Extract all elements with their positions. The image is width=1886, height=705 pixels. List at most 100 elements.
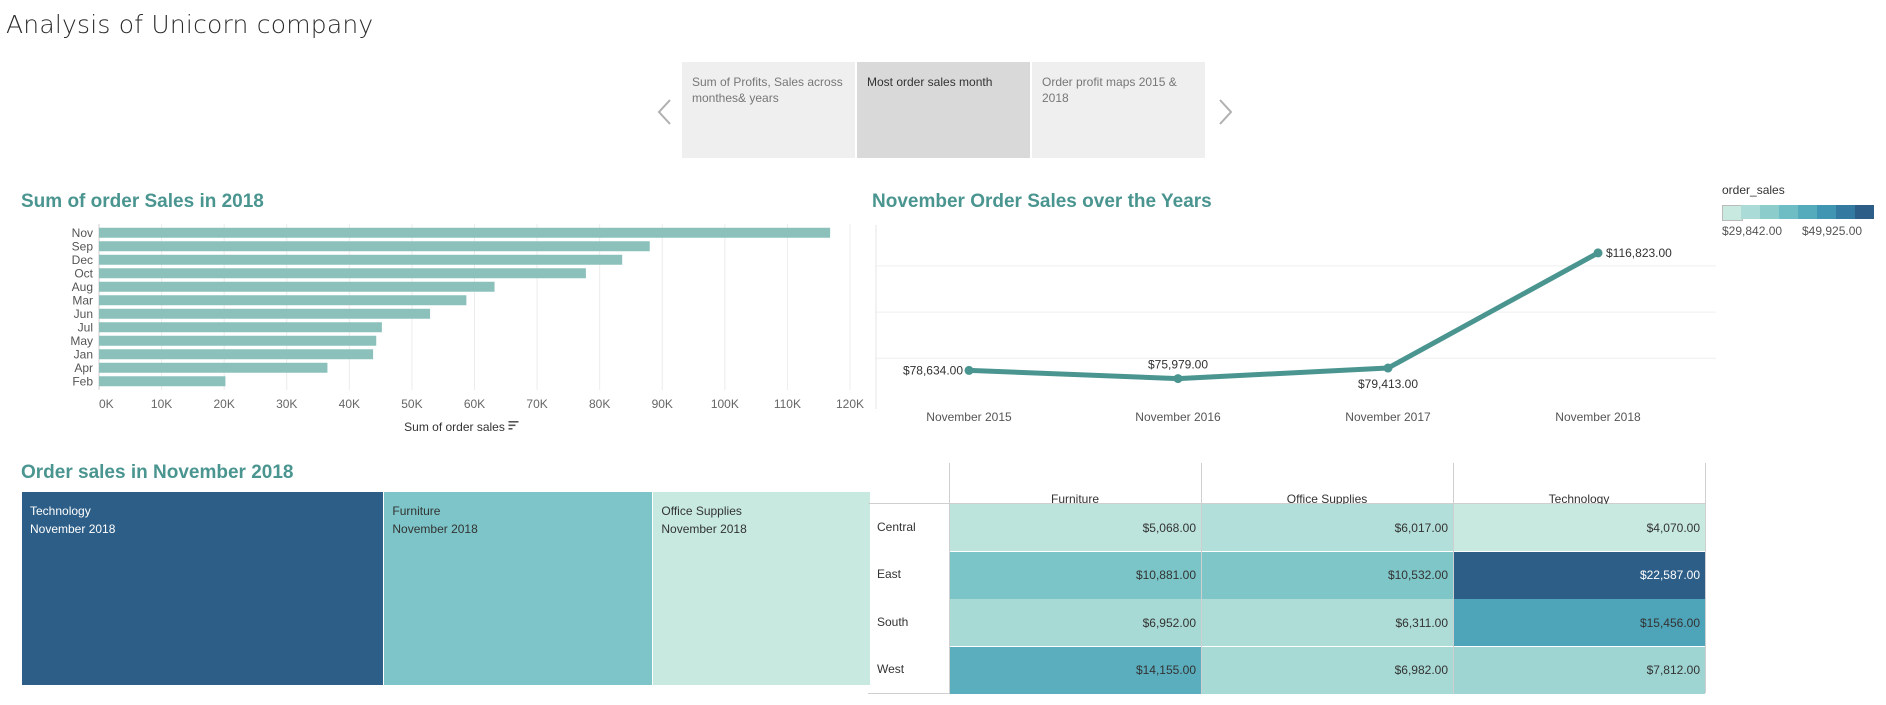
x-tick-label: November 2017 — [1345, 410, 1431, 424]
row-header: West — [877, 662, 905, 677]
table-cell[interactable]: $10,881.00 — [950, 551, 1201, 599]
column-header: Office Supplies — [1286, 492, 1368, 506]
table-gridline — [868, 503, 1705, 504]
x-tick-label: 30K — [276, 397, 297, 411]
data-point — [1173, 374, 1183, 384]
column-header: Furniture — [1050, 492, 1100, 506]
data-label: $78,634.00 — [903, 363, 963, 377]
x-tick-label: 40K — [339, 397, 360, 411]
treemap-cell[interactable]: Furniture November 2018 — [384, 492, 653, 685]
table-cell[interactable]: $15,456.00 — [1454, 599, 1705, 646]
x-tick-label: 90K — [652, 397, 673, 411]
table-cell[interactable]: $6,982.00 — [1202, 646, 1453, 694]
y-tick-label: Dec — [72, 253, 93, 267]
y-tick-label: Feb — [72, 374, 93, 388]
treemap-category-label: Office Supplies — [661, 504, 742, 518]
legend-swatch — [1836, 205, 1855, 219]
story-tab-order-profit-maps[interactable]: Order profit maps 2015 & 2018 — [1032, 62, 1205, 158]
data-point — [964, 365, 974, 375]
bar — [99, 295, 467, 306]
table-gridline — [949, 463, 950, 693]
table-cell[interactable]: $6,017.00 — [1202, 504, 1453, 551]
table-gridline — [1201, 463, 1202, 693]
x-tick-label: 60K — [464, 397, 485, 411]
data-label: $75,979.00 — [1148, 358, 1208, 372]
line-chart: $78,634.00 November 2015 $75,979.00 Novembe… — [875, 225, 1716, 424]
y-tick-label: Jun — [74, 307, 93, 321]
bar — [99, 376, 226, 387]
x-tick-label: November 2018 — [1555, 410, 1641, 424]
treemap-cell[interactable]: Technology November 2018 — [22, 492, 384, 685]
bar — [99, 268, 586, 279]
sort-descending-icon[interactable] — [508, 421, 519, 430]
legend-swatch — [1779, 205, 1798, 219]
story-tab-most-order-sales[interactable]: Most order sales month — [857, 62, 1030, 158]
data-label: $79,413.00 — [1358, 377, 1418, 391]
table-cell[interactable]: $22,587.00 — [1454, 551, 1705, 599]
x-tick-label: 10K — [151, 397, 172, 411]
treemap-period-label: November 2018 — [392, 522, 478, 536]
bar — [99, 349, 374, 360]
bar-chart: 0K 10K 20K 30K 40K 50K 60K 70K 80K 90K 100K 110K 120… — [70, 224, 864, 434]
treemap-category-label: Technology — [30, 504, 91, 518]
bar — [99, 241, 650, 252]
table-cell[interactable]: $10,532.00 — [1202, 551, 1453, 599]
table-cell[interactable]: $14,155.00 — [950, 646, 1201, 694]
x-tick-label: 70K — [526, 397, 547, 411]
row-header: South — [877, 614, 909, 629]
table-cell[interactable]: $6,952.00 — [950, 599, 1201, 646]
story-tab-label: Most order sales month — [867, 75, 993, 89]
treemap-period-label: November 2018 — [661, 522, 747, 536]
data-label: $116,823.00 — [1606, 246, 1672, 260]
x-tick-label: 50K — [401, 397, 422, 411]
bar — [99, 308, 431, 319]
treemap-category-label: Furniture — [392, 504, 441, 518]
treemap-period-label: November 2018 — [30, 522, 116, 536]
bar-chart-title: Sum of order Sales in 2018 — [21, 191, 264, 212]
treemap-title: Order sales in November 2018 — [21, 462, 294, 483]
x-tick-label: November 2015 — [926, 410, 1012, 424]
story-next-button[interactable] — [1210, 92, 1240, 132]
y-tick-label: Apr — [74, 361, 93, 375]
x-tick-label: 120K — [836, 397, 864, 411]
data-point — [1383, 363, 1393, 373]
x-axis-label: Sum of order sales — [404, 420, 505, 434]
row-header: East — [877, 567, 902, 582]
y-tick-label: May — [70, 334, 93, 348]
series-line — [966, 250, 1601, 382]
x-tick-label: 0K — [99, 397, 114, 411]
story-prev-button[interactable] — [650, 92, 680, 132]
bar — [99, 227, 831, 238]
bar — [99, 362, 328, 373]
story-tab-profits-sales[interactable]: Sum of Profits, Sales across monthes& ye… — [682, 62, 855, 158]
legend-min-label: $29,842.00 — [1722, 224, 1783, 238]
bar — [99, 335, 377, 346]
row-header: Central — [877, 519, 916, 534]
line-chart-title: November Order Sales over the Years — [872, 191, 1212, 212]
x-tick-label: 20K — [213, 397, 234, 411]
bar — [99, 281, 495, 292]
chevron-right-icon — [1219, 99, 1233, 125]
table-cell[interactable]: $7,812.00 — [1454, 646, 1705, 694]
table-cell[interactable]: $6,311.00 — [1202, 599, 1453, 646]
table-gridline — [1453, 463, 1454, 693]
table-gridline — [1705, 463, 1706, 693]
table-cell[interactable]: $5,068.00 — [950, 504, 1201, 551]
bar — [99, 254, 623, 265]
x-tick-label: 100K — [711, 397, 739, 411]
y-tick-label: Nov — [72, 226, 93, 240]
x-tick-label: November 2016 — [1135, 410, 1221, 424]
legend-swatch — [1855, 205, 1874, 219]
y-tick-label: Jul — [78, 320, 93, 334]
story-tab-label: Sum of Profits, Sales across monthes& ye… — [692, 75, 843, 105]
table-cell[interactable]: $4,070.00 — [1454, 504, 1705, 551]
x-tick-label: 80K — [589, 397, 610, 411]
story-tab-label: Order profit maps 2015 & 2018 — [1042, 75, 1177, 105]
legend-swatch — [1722, 205, 1743, 221]
legend-swatch — [1817, 205, 1836, 219]
treemap-cell[interactable]: Office Supplies November 2018 — [653, 492, 870, 685]
column-header: Technology — [1548, 492, 1610, 506]
y-tick-label: Aug — [72, 280, 93, 294]
y-tick-label: Mar — [72, 293, 93, 307]
x-tick-label: 110K — [774, 397, 801, 411]
